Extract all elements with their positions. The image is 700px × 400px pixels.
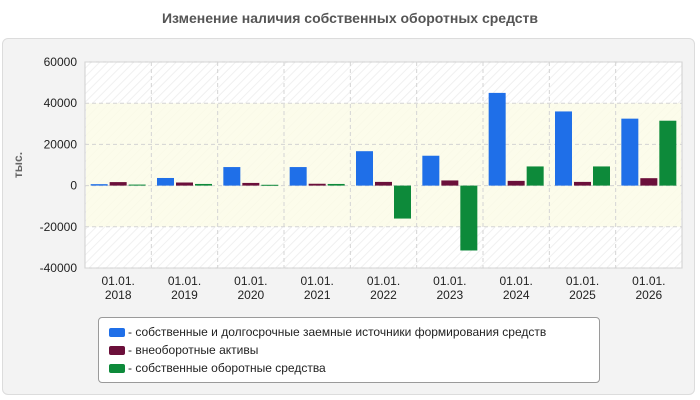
- y-tick-label: 60000: [44, 55, 78, 69]
- bar[interactable]: [289, 167, 307, 186]
- bar[interactable]: [176, 182, 193, 186]
- x-tick-label: 2025: [569, 288, 596, 302]
- legend-item-working-capital[interactable]: - собственные оборотные средства: [109, 359, 599, 377]
- bar[interactable]: [157, 177, 174, 186]
- x-tick-label: 2024: [503, 288, 530, 302]
- bar[interactable]: [441, 180, 459, 186]
- bar[interactable]: [375, 181, 392, 186]
- bar[interactable]: [223, 167, 241, 186]
- x-tick-label: 01.01.: [367, 274, 400, 288]
- legend-label-sources: - собственные и долгосрочные заемные ист…: [128, 325, 547, 339]
- x-tick-label: 2020: [237, 288, 264, 302]
- legend: - собственные и долгосрочные заемные ист…: [98, 317, 600, 383]
- bar[interactable]: [261, 184, 279, 186]
- y-tick-label: 20000: [44, 137, 78, 151]
- x-tick-label: 01.01.: [300, 274, 333, 288]
- legend-label-noncurrent-assets: - внеоборотные активы: [128, 343, 259, 357]
- x-tick-label: 01.01.: [168, 274, 201, 288]
- bar[interactable]: [621, 118, 639, 186]
- bar[interactable]: [422, 155, 440, 186]
- bar[interactable]: [109, 182, 127, 186]
- x-tick-label: 2022: [370, 288, 397, 302]
- legend-swatch-noncurrent-assets: [109, 345, 125, 355]
- bar[interactable]: [593, 166, 610, 186]
- legend-item-sources[interactable]: - собственные и долгосрочные заемные ист…: [109, 323, 599, 341]
- bar[interactable]: [659, 120, 677, 186]
- y-tick-label: 40000: [44, 96, 78, 110]
- bar[interactable]: [555, 111, 572, 186]
- chart-title: Изменение наличия собственных оборотных …: [161, 10, 539, 26]
- legend-item-noncurrent-assets[interactable]: - внеоборотные активы: [109, 341, 599, 359]
- y-tick-label: -20000: [40, 220, 78, 234]
- bar[interactable]: [242, 182, 260, 186]
- legend-swatch-sources: [109, 327, 125, 337]
- x-tick-label: 01.01.: [632, 274, 665, 288]
- x-tick-label: 2021: [304, 288, 331, 302]
- bar[interactable]: [488, 92, 506, 186]
- bar[interactable]: [327, 183, 345, 186]
- x-tick-label: 2019: [171, 288, 198, 302]
- bar[interactable]: [460, 185, 478, 251]
- x-tick-label: 01.01.: [499, 274, 532, 288]
- bar[interactable]: [394, 185, 411, 219]
- y-tick-label: -40000: [40, 261, 78, 275]
- x-tick-label: 2023: [436, 288, 463, 302]
- bar[interactable]: [574, 181, 591, 186]
- bar[interactable]: [640, 178, 658, 186]
- x-tick-label: 01.01.: [566, 274, 599, 288]
- y-tick-label: 0: [70, 179, 77, 193]
- bar[interactable]: [128, 184, 146, 186]
- bar[interactable]: [526, 166, 544, 186]
- bar[interactable]: [507, 180, 525, 186]
- x-tick-label: 2026: [635, 288, 662, 302]
- x-tick-label: 2018: [105, 288, 132, 302]
- bar[interactable]: [195, 183, 212, 186]
- y-axis-label: тыс.: [11, 152, 25, 178]
- x-tick-label: 01.01.: [433, 274, 466, 288]
- bar[interactable]: [90, 184, 108, 186]
- zero-band: [86, 103, 681, 227]
- x-tick-label: 01.01.: [101, 274, 134, 288]
- x-tick-label: 01.01.: [234, 274, 267, 288]
- bar[interactable]: [308, 183, 326, 186]
- legend-label-working-capital: - собственные оборотные средства: [128, 361, 326, 375]
- bar[interactable]: [356, 151, 373, 186]
- legend-swatch-working-capital: [109, 363, 125, 373]
